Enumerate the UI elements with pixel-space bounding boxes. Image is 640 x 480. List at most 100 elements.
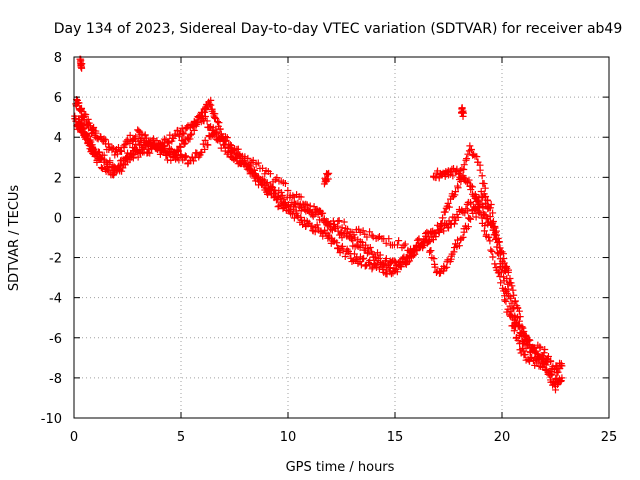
data-point (479, 204, 487, 212)
data-point (366, 244, 374, 252)
data-point (483, 196, 491, 204)
data-point (386, 264, 394, 272)
data-point (461, 174, 469, 182)
y-tick-label: 6 (54, 91, 62, 106)
data-point (400, 242, 408, 250)
data-point (508, 282, 516, 290)
data-point (234, 145, 242, 153)
x-tick-label: 5 (177, 430, 185, 445)
data-point (454, 184, 462, 192)
data-point (500, 277, 508, 285)
data-point (516, 313, 524, 321)
data-point (324, 171, 332, 179)
data-point (452, 188, 460, 196)
x-tick-label: 15 (387, 430, 404, 445)
data-point (356, 228, 364, 236)
data-point (179, 129, 187, 137)
data-point (146, 149, 154, 157)
data-point (338, 224, 346, 232)
data-point (270, 189, 278, 197)
data-point (472, 193, 480, 201)
data-point (309, 212, 317, 220)
data-point (319, 209, 327, 217)
data-point (484, 205, 492, 213)
data-point (82, 110, 90, 118)
data-point (188, 130, 196, 138)
data-point (469, 209, 477, 217)
data-point (307, 209, 315, 217)
data-point (353, 254, 361, 262)
data-point (393, 241, 401, 249)
data-point (172, 155, 180, 163)
data-point (476, 166, 484, 174)
data-point (308, 222, 316, 230)
data-point (203, 117, 211, 125)
data-point (504, 268, 512, 276)
data-point (529, 343, 537, 351)
data-point (118, 147, 126, 155)
data-point (182, 153, 190, 161)
data-point (449, 193, 457, 201)
data-point (510, 327, 518, 335)
data-point (135, 127, 143, 135)
plot-frame (73, 56, 610, 419)
data-point (465, 176, 473, 184)
data-point (284, 186, 292, 194)
data-point (195, 114, 203, 122)
data-point (149, 135, 157, 143)
data-point (462, 156, 470, 164)
y-axis-label: SDTVAR / TECUs (7, 185, 22, 292)
data-point (480, 180, 488, 188)
y-tick-label: 0 (54, 211, 62, 226)
data-point (488, 247, 496, 255)
data-point (558, 374, 566, 382)
data-point (541, 365, 549, 373)
data-point (211, 110, 219, 118)
data-point (75, 99, 83, 107)
data-point (131, 135, 139, 143)
data-point (455, 242, 463, 250)
data-point (382, 255, 390, 263)
data-point (266, 186, 274, 194)
data-point (436, 226, 444, 234)
data-point (472, 213, 480, 221)
y-tick-label: -8 (49, 372, 62, 387)
data-point (299, 200, 307, 208)
data-point (520, 327, 528, 335)
data-point (338, 234, 346, 242)
data-point (312, 208, 320, 216)
data-point (531, 349, 539, 357)
grid-lines (74, 57, 609, 418)
data-point (281, 180, 289, 188)
data-point (466, 214, 474, 222)
data-point (486, 237, 494, 245)
data-point (181, 139, 189, 147)
data-point (494, 235, 502, 243)
data-point (100, 135, 108, 143)
data-point (426, 237, 434, 245)
data-point (124, 154, 132, 162)
data-point (444, 199, 452, 207)
data-point (189, 157, 197, 165)
data-point (466, 142, 474, 150)
data-point (536, 344, 544, 352)
y-tick-label: -2 (49, 252, 62, 267)
data-point (194, 119, 202, 127)
data-point (544, 353, 552, 361)
y-tick-label: 2 (54, 171, 62, 186)
data-point (460, 161, 468, 169)
data-point (241, 153, 249, 161)
data-point (545, 368, 553, 376)
data-point (77, 63, 85, 71)
data-point (156, 139, 164, 147)
data-point (368, 265, 376, 273)
x-tick-label: 25 (601, 430, 618, 445)
data-point (186, 131, 194, 139)
data-point (306, 208, 314, 216)
data-point (375, 254, 383, 262)
data-point (482, 193, 490, 201)
data-point (524, 342, 532, 350)
data-point (341, 252, 349, 260)
data-point (473, 153, 481, 161)
data-point (206, 100, 214, 108)
